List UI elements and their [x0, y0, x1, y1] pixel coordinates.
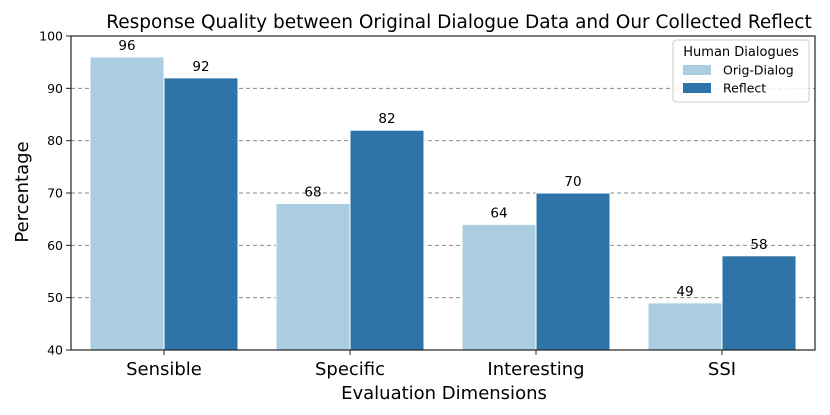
data-label: 58	[750, 237, 767, 253]
y-tick-label: 70	[47, 186, 63, 201]
chart-title: Response Quality between Original Dialog…	[106, 12, 811, 33]
plot-frame	[70, 35, 816, 351]
data-label: 68	[304, 184, 321, 200]
data-label: 64	[490, 205, 507, 221]
y-axis-label: Percentage	[12, 141, 33, 242]
legend-entry: Reflect	[723, 81, 766, 96]
bar-reflect	[349, 129, 425, 351]
legend-title: Human Dialogues	[683, 45, 799, 60]
bar-orig-dialog	[89, 56, 165, 351]
bar-orig-dialog	[275, 202, 351, 351]
y-tick-label: 90	[47, 81, 63, 96]
bar-orig-dialog	[461, 223, 537, 351]
legend-entry: Orig-Dialog	[723, 63, 794, 78]
data-label: 96	[118, 38, 135, 54]
data-label: 92	[192, 59, 209, 75]
x-tick-label: SSI	[708, 359, 736, 380]
bar-orig-dialog	[647, 302, 723, 351]
data-label: 49	[676, 284, 693, 300]
y-tick-label: 40	[47, 343, 63, 358]
legend: Human Dialogues Orig-Dialog Reflect	[672, 39, 810, 103]
x-axis-label: Evaluation Dimensions	[341, 383, 547, 404]
x-tick-label: Specific	[315, 359, 385, 380]
y-tick-label: 50	[47, 290, 63, 305]
legend-swatch	[683, 65, 711, 75]
x-tick-label: Interesting	[487, 359, 584, 380]
data-label: 70	[564, 174, 581, 190]
bar-reflect	[535, 192, 611, 351]
legend-swatch	[683, 83, 711, 93]
bar-reflect	[721, 255, 797, 351]
y-tick-label: 80	[47, 133, 63, 148]
y-tick-label: 100	[39, 29, 63, 44]
x-tick-label: Sensible	[126, 359, 202, 380]
bar-reflect	[163, 77, 239, 351]
y-tick-label: 60	[47, 238, 63, 253]
data-label: 82	[378, 111, 395, 127]
